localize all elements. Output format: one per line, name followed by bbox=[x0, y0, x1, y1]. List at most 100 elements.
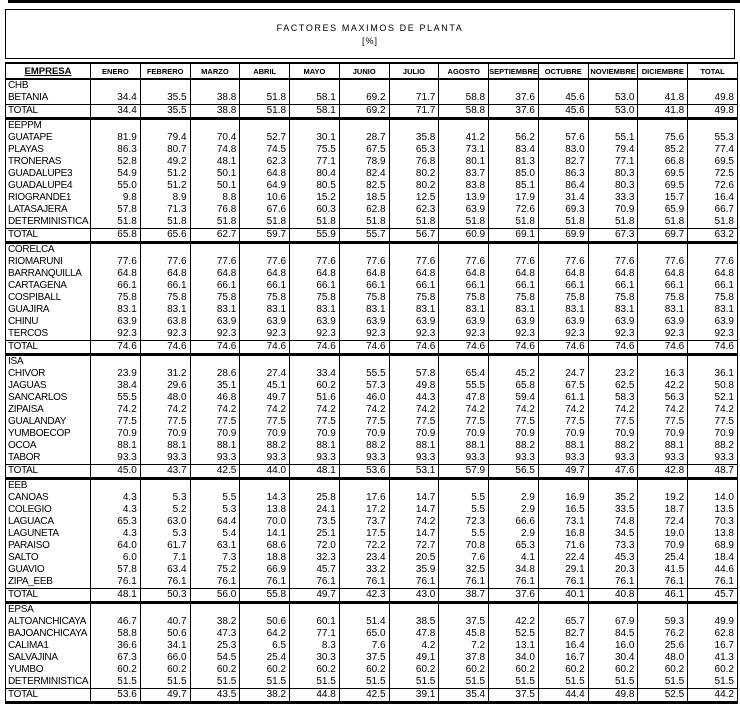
value-cell: 33.5 bbox=[587, 504, 639, 516]
value-cell: 86.3 bbox=[537, 168, 589, 180]
empty-cell bbox=[90, 118, 141, 132]
value-cell: 51.4 bbox=[338, 616, 390, 628]
value-cell: 77.6 bbox=[438, 256, 490, 268]
value-cell: 17.5 bbox=[338, 528, 390, 540]
value-cell: 93.3 bbox=[438, 452, 490, 465]
value-cell: 68.9 bbox=[687, 540, 738, 552]
value-cell: 48.1 bbox=[289, 464, 340, 480]
value-cell: 80.2 bbox=[388, 180, 440, 192]
value-cell: 49.8 bbox=[687, 92, 738, 105]
value-cell: 77.5 bbox=[537, 416, 589, 428]
value-cell: 83.1 bbox=[388, 304, 440, 316]
value-cell: 45.3 bbox=[587, 552, 639, 564]
value-cell: 4.1 bbox=[488, 552, 539, 564]
value-cell: 74.2 bbox=[338, 404, 390, 416]
value-cell: 93.3 bbox=[90, 452, 141, 465]
value-cell: 77.5 bbox=[338, 416, 390, 428]
value-cell: 53.0 bbox=[587, 92, 639, 105]
value-cell: 70.3 bbox=[687, 516, 738, 528]
value-cell: 70.9 bbox=[139, 428, 191, 440]
empty-cell bbox=[90, 242, 141, 256]
row-label: TOTAL bbox=[5, 464, 91, 480]
empty-cell bbox=[537, 602, 589, 616]
table-row: COLEGIO 4.3 5.2 5.3 13.8 24.1 17.2 14.7 5.5 2.9 16… bbox=[5, 504, 738, 516]
data-table: EMPRESA ENERO FEBRERO MARZO ABRIL MAYO JUNIO JU… bbox=[5, 62, 738, 704]
value-cell: 48.1 bbox=[189, 156, 241, 168]
value-cell: 74.6 bbox=[289, 340, 340, 356]
row-label: GUAVIO bbox=[5, 564, 91, 576]
value-cell: 51.8 bbox=[239, 216, 291, 229]
value-cell: 23.2 bbox=[587, 368, 639, 380]
row-label: TOTAL bbox=[5, 340, 91, 356]
value-cell: 93.3 bbox=[388, 452, 440, 465]
value-cell: 25.4 bbox=[239, 652, 291, 664]
value-cell: 58.1 bbox=[289, 104, 340, 120]
value-cell: 74.8 bbox=[587, 516, 639, 528]
value-cell: 88.2 bbox=[587, 440, 639, 452]
header-cell-julio: JULIO bbox=[388, 62, 440, 80]
value-cell: 83.4 bbox=[488, 144, 539, 156]
value-cell: 51.6 bbox=[289, 392, 340, 404]
value-cell: 38.8 bbox=[189, 92, 241, 105]
empty-cell bbox=[488, 354, 539, 368]
empty-cell bbox=[139, 478, 191, 492]
value-cell: 33.2 bbox=[338, 564, 390, 576]
value-cell: 67.6 bbox=[239, 204, 291, 216]
value-cell: 92.3 bbox=[438, 328, 490, 341]
value-cell: 43.7 bbox=[139, 464, 191, 480]
row-label: PARAISO bbox=[5, 540, 91, 552]
value-cell: 60.2 bbox=[637, 664, 689, 676]
value-cell: 62.8 bbox=[687, 628, 738, 640]
value-cell: 64.8 bbox=[687, 268, 738, 280]
empty-cell bbox=[687, 242, 738, 256]
value-cell: 60.2 bbox=[488, 664, 539, 676]
value-cell: 93.3 bbox=[637, 452, 689, 465]
table-row: CALIMA1 36.6 34.1 25.3 6.5 8.3 7.6 4.2 7.2 13.1 16… bbox=[5, 640, 738, 652]
value-cell: 88.2 bbox=[338, 440, 390, 452]
value-cell: 34.4 bbox=[90, 104, 141, 120]
value-cell: 51.8 bbox=[488, 216, 539, 229]
value-cell: 7.3 bbox=[189, 552, 241, 564]
value-cell: 60.9 bbox=[438, 228, 490, 244]
group-header-row: EPSA bbox=[5, 602, 738, 616]
value-cell: 60.2 bbox=[189, 664, 241, 676]
empty-cell bbox=[687, 79, 738, 92]
value-cell: 35.9 bbox=[388, 564, 440, 576]
value-cell: 47.8 bbox=[388, 628, 440, 640]
value-cell: 80.5 bbox=[289, 180, 340, 192]
group-label: EEB bbox=[5, 478, 91, 492]
value-cell: 51.5 bbox=[289, 676, 340, 689]
empty-cell bbox=[637, 478, 689, 492]
value-cell: 34.1 bbox=[139, 640, 191, 652]
row-label: CHIVOR bbox=[5, 368, 91, 380]
value-cell: 16.7 bbox=[687, 640, 738, 652]
value-cell: 13.8 bbox=[239, 504, 291, 516]
value-cell: 64.8 bbox=[338, 268, 390, 280]
value-cell: 75.8 bbox=[289, 292, 340, 304]
empty-cell bbox=[488, 478, 539, 492]
value-cell: 57.3 bbox=[338, 380, 390, 392]
value-cell: 67.5 bbox=[537, 380, 589, 392]
value-cell: 54.9 bbox=[90, 168, 141, 180]
value-cell: 58.8 bbox=[90, 628, 141, 640]
value-cell: 77.5 bbox=[587, 416, 639, 428]
value-cell: 77.5 bbox=[687, 416, 738, 428]
value-cell: 38.7 bbox=[438, 588, 490, 604]
empty-cell bbox=[388, 242, 440, 256]
value-cell: 16.5 bbox=[537, 504, 589, 516]
value-cell: 2.9 bbox=[488, 528, 539, 540]
value-cell: 63.9 bbox=[687, 316, 738, 328]
value-cell: 77.6 bbox=[587, 256, 639, 268]
value-cell: 38.5 bbox=[388, 616, 440, 628]
table-row: LATASAJERA 57.8 71.3 76.8 67.6 60.3 62.8 62.3 63… bbox=[5, 204, 738, 216]
value-cell: 65.7 bbox=[537, 616, 589, 628]
value-cell: 60.2 bbox=[537, 664, 589, 676]
value-cell: 50.3 bbox=[139, 588, 191, 604]
value-cell: 5.3 bbox=[139, 492, 191, 504]
value-cell: 70.9 bbox=[637, 428, 689, 440]
value-cell: 75.2 bbox=[189, 564, 241, 576]
empty-cell bbox=[90, 478, 141, 492]
table-row: GUAVIO 57.8 63.4 75.2 66.9 45.7 33.2 35.9 32.5 34… bbox=[5, 564, 738, 576]
empty-cell bbox=[488, 79, 539, 92]
value-cell: 88.1 bbox=[90, 440, 141, 452]
